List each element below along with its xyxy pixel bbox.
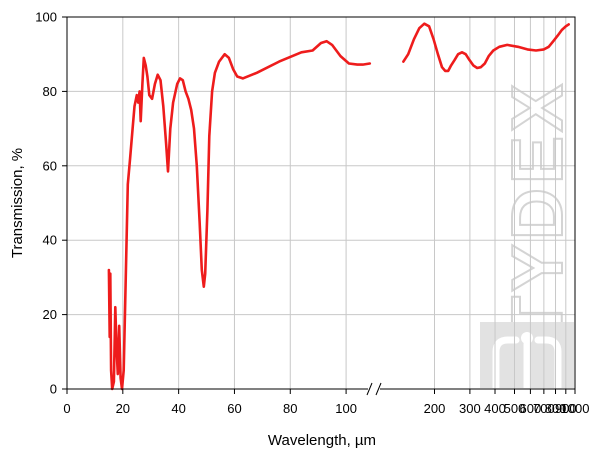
- y-tick-label: 0: [50, 382, 57, 397]
- x-tick-label: 600: [520, 401, 542, 416]
- x-axis-label: Wavelength, µm: [268, 432, 376, 449]
- tydex-logo-icon: [480, 322, 574, 392]
- x-tick-label: 500: [504, 401, 526, 416]
- x-tick-label: 0: [63, 401, 70, 416]
- y-axis-label: Transmission, %: [9, 148, 26, 258]
- series-line-0: [107, 39, 372, 391]
- x-tick-label: 800: [545, 401, 567, 416]
- plot-frame: [62, 16, 576, 397]
- x-tick-label: 80: [283, 401, 297, 416]
- plot-border: [66, 16, 576, 390]
- y-tick-label: 20: [43, 307, 57, 322]
- x-tick-label: 20: [116, 401, 130, 416]
- y-tick-label: 40: [43, 233, 57, 248]
- y-tick-label: 100: [35, 10, 57, 25]
- y-tick-label: 80: [43, 84, 57, 99]
- x-tick-label: 300: [459, 401, 481, 416]
- x-tick-label: 400: [484, 401, 506, 416]
- x-tick-label: 40: [171, 401, 185, 416]
- x-tick-label: 700: [533, 401, 555, 416]
- x-tick-label: 200: [424, 401, 446, 416]
- x-tick-label: 60: [227, 401, 241, 416]
- x-tick-label: 1000: [561, 401, 590, 416]
- curves: [107, 22, 570, 391]
- series-line-1: [402, 22, 570, 73]
- tick-labels: 0 20 40 60 80 100 200 300 4005006007008009001000…: [35, 10, 589, 417]
- axis-break-mark: [375, 382, 382, 396]
- x-tick-label: 100: [335, 401, 357, 416]
- x-tick-label: 900: [555, 401, 577, 416]
- y-tick-label: 60: [43, 158, 57, 173]
- axis-break-mark: [366, 382, 373, 396]
